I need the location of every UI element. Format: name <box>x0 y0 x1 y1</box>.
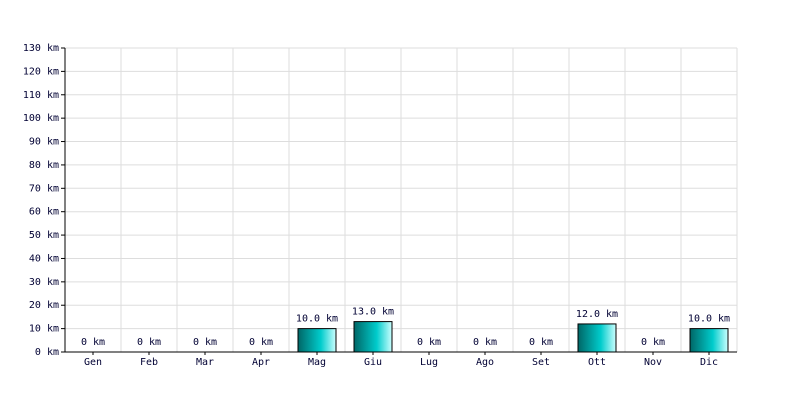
y-tick-label: 110 km <box>23 90 59 101</box>
x-tick-label: Lug <box>420 357 438 368</box>
value-label: 0 km <box>641 337 665 348</box>
bar <box>577 323 617 353</box>
x-tick-label: Dic <box>700 357 718 368</box>
value-label: 0 km <box>81 337 105 348</box>
y-tick-label: 120 km <box>23 66 59 77</box>
bar <box>689 328 729 353</box>
y-tick-label: 20 km <box>29 300 59 311</box>
y-tick-label: 80 km <box>29 160 59 171</box>
y-tick-label: 40 km <box>29 253 59 264</box>
y-tick-label: 90 km <box>29 137 59 148</box>
x-tick-label: Nov <box>644 357 662 368</box>
value-label: 0 km <box>137 337 161 348</box>
x-tick-label: Mar <box>196 357 214 368</box>
y-tick-label: 60 km <box>29 207 59 218</box>
y-tick-label: 0 km <box>35 347 59 358</box>
y-tick-label: 100 km <box>23 113 59 124</box>
x-tick-label: Set <box>532 357 550 368</box>
y-tick-label: 70 km <box>29 183 59 194</box>
bar <box>353 321 393 353</box>
x-tick-label: Giu <box>364 357 382 368</box>
y-tick-label: 10 km <box>29 324 59 335</box>
x-tick-label: Ott <box>588 357 606 368</box>
value-label: 13.0 km <box>352 307 394 318</box>
value-label: 0 km <box>249 337 273 348</box>
value-label: 0 km <box>529 337 553 348</box>
value-label: 12.0 km <box>576 309 618 320</box>
x-tick-label: Feb <box>140 357 158 368</box>
x-tick-label: Gen <box>84 357 102 368</box>
y-tick-label: 30 km <box>29 277 59 288</box>
value-label: 10.0 km <box>688 314 730 325</box>
value-label: 0 km <box>473 337 497 348</box>
bar <box>297 328 337 353</box>
y-tick-label: 50 km <box>29 230 59 241</box>
y-tick-label: 130 km <box>23 43 59 54</box>
x-tick-label: Apr <box>252 357 270 368</box>
value-label: 0 km <box>417 337 441 348</box>
value-label: 0 km <box>193 337 217 348</box>
x-tick-label: Ago <box>476 357 494 368</box>
value-label: 10.0 km <box>296 314 338 325</box>
x-tick-label: Mag <box>308 357 326 368</box>
